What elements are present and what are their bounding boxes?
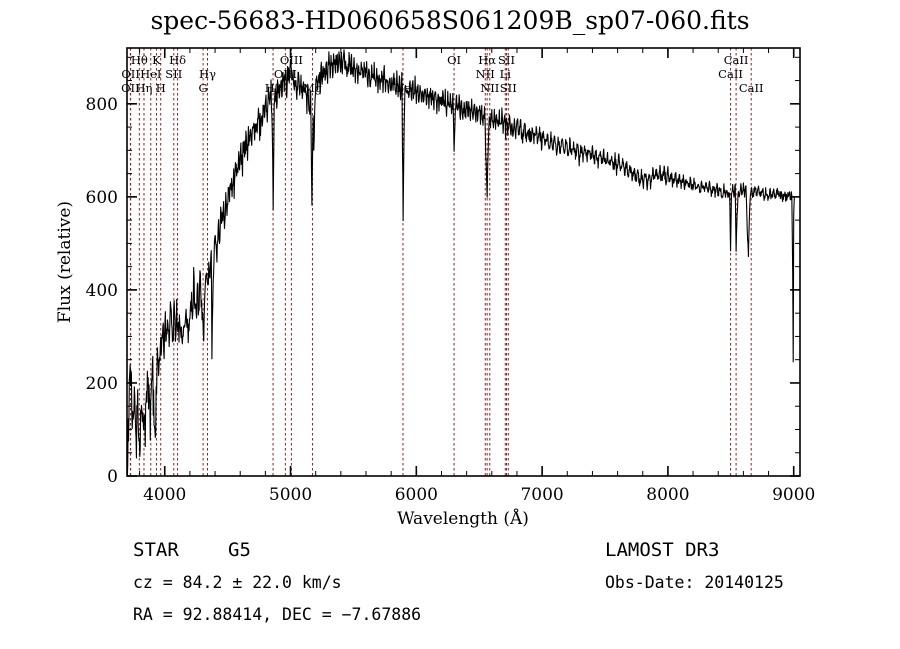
spectral-line-label: OI	[447, 53, 461, 67]
x-tick-label: 8000	[646, 485, 689, 505]
spectrum-flux-curve	[126, 49, 795, 476]
y-tick-label: 400	[86, 281, 118, 301]
spectral-line-label: OII	[121, 81, 140, 95]
page-title: spec-56683-HD060658S061209B_sp07-060.fit…	[150, 6, 750, 35]
y-tick-label: 200	[86, 374, 118, 394]
spectrum-trace	[126, 49, 795, 476]
spectral-line-label: Li	[500, 67, 512, 81]
y-tick-label: 800	[86, 95, 118, 115]
spectral-line-label: Hθ	[131, 53, 148, 67]
axes-box	[126, 47, 801, 477]
spectral-line-label: Hδ	[169, 53, 186, 67]
spectral-line-label: Hγ	[199, 67, 216, 81]
x-tick-label: 7000	[520, 485, 563, 505]
survey-label: LAMOST DR3	[605, 539, 719, 561]
x-axis-title: Wavelength (Å)	[397, 508, 529, 529]
observation-date-label: Obs-Date: 20140125	[605, 573, 784, 592]
y-axis-ticks: 0 200 400 600 800	[86, 56, 800, 487]
spectral-line-label: K	[152, 53, 161, 67]
spectral-line-label: OIII	[280, 53, 303, 67]
y-axis-title: Flux (relative)	[55, 201, 75, 323]
spectral-line-label: SII	[165, 67, 182, 81]
x-tick-label: 4000	[143, 485, 186, 505]
spectral-line-label: Na	[395, 81, 412, 95]
spectral-line-label: Hη	[136, 81, 153, 95]
y-tick-label: 0	[107, 467, 118, 487]
coordinates-label: RA = 92.88414, DEC = −7.67886	[133, 605, 421, 624]
x-tick-label: 9000	[772, 485, 815, 505]
x-tick-label: 5000	[269, 485, 312, 505]
spectral-line-label: Hβ	[265, 81, 282, 95]
spectral-class-label: G5	[228, 539, 251, 561]
line-marker-group	[129, 48, 752, 476]
plot-frame	[126, 47, 801, 477]
spectral-line-label: SII	[498, 53, 515, 67]
spectral-line-label: OII	[121, 67, 140, 81]
x-axis-ticks: 4000 5000 6000 7000 8000 9000	[139, 48, 815, 505]
spectral-line-label: CaII	[718, 67, 743, 81]
spectral-line-label: NII	[480, 81, 499, 95]
y-tick-label: 600	[86, 188, 118, 208]
x-tick-label: 6000	[395, 485, 438, 505]
object-type-label: STAR	[133, 539, 179, 561]
spectral-line-label: H	[156, 81, 166, 95]
spectral-line-label: CaII	[739, 81, 764, 95]
spectral-line-label: SII	[500, 81, 517, 95]
spectral-line-label: NII	[476, 67, 495, 81]
spectral-line-label: Mg	[303, 81, 323, 95]
spectral-line-label: G	[199, 81, 208, 95]
spectral-line-label: CaII	[724, 53, 749, 67]
spectral-line-label: OIII	[274, 67, 297, 81]
spectral-line-label: Hα	[478, 53, 496, 67]
spectral-line-label: HeI	[140, 67, 161, 81]
redshift-velocity-label: cz = 84.2 ± 22.0 km/s	[133, 573, 342, 592]
